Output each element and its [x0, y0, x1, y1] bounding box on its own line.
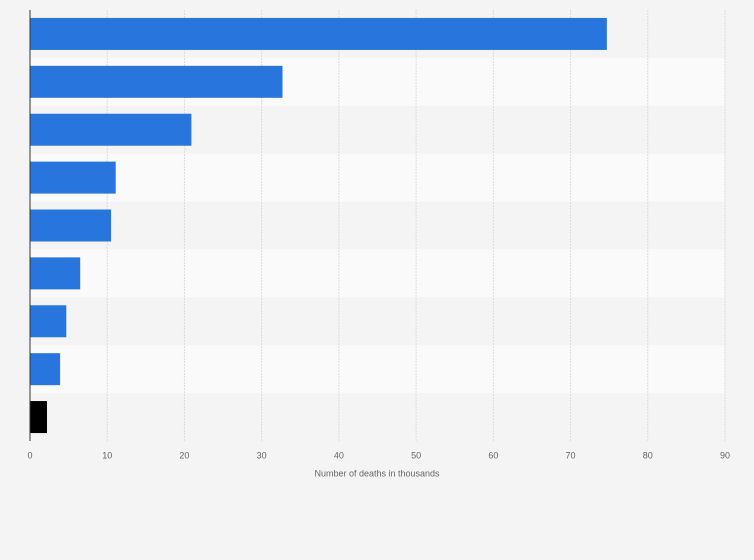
x-tick-label: 80	[643, 450, 653, 460]
bar	[30, 305, 67, 338]
bar	[30, 257, 81, 290]
x-tick-label: 0	[27, 450, 32, 460]
bar	[30, 161, 116, 194]
bar	[30, 17, 607, 50]
bar	[30, 353, 61, 386]
x-tick-label: 30	[257, 450, 267, 460]
bar	[30, 209, 112, 242]
row-band	[30, 153, 725, 202]
row-band	[30, 393, 725, 441]
x-axis-label: Number of deaths in thousands	[314, 468, 440, 478]
x-tick-label: 90	[720, 450, 730, 460]
row-band	[30, 297, 725, 346]
bar	[30, 401, 47, 434]
row-band	[30, 201, 725, 250]
x-tick-label: 70	[566, 450, 576, 460]
row-band	[30, 345, 725, 394]
x-tick-label: 20	[179, 450, 189, 460]
bar	[30, 113, 192, 146]
row-band	[30, 249, 725, 298]
bar	[30, 65, 283, 98]
x-tick-label: 50	[411, 450, 421, 460]
x-tick-label: 60	[488, 450, 498, 460]
x-tick-label: 40	[334, 450, 344, 460]
x-tick-label: 10	[102, 450, 112, 460]
